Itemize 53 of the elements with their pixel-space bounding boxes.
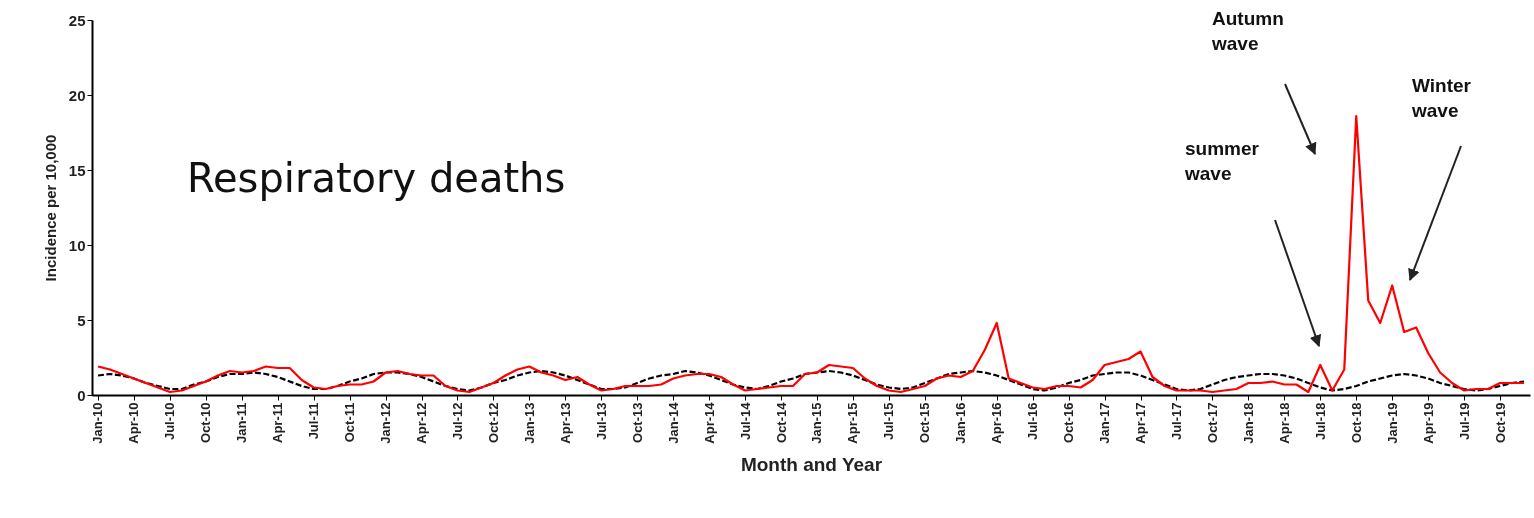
x-tick-label: Apr-10 xyxy=(126,402,142,444)
x-tick-label: Jan-19 xyxy=(1384,402,1400,444)
x-tick-label: Jan-10 xyxy=(90,402,106,444)
x-tick-label: Jul-13 xyxy=(593,402,609,441)
y-tick-label: 0 xyxy=(77,386,86,404)
x-tick-label: Apr-12 xyxy=(414,402,430,444)
x-tick-label: Jul-18 xyxy=(1312,402,1328,441)
y-tick-label: 25 xyxy=(68,11,86,29)
x-tick-label: Jul-11 xyxy=(306,402,322,440)
x-tick-label: Apr-16 xyxy=(989,402,1005,444)
x-tick-label: Apr-13 xyxy=(557,402,573,444)
annotation: summer wave xyxy=(1184,138,1260,184)
x-tick-label: Jan-11 xyxy=(234,402,250,443)
x-tick-label: Oct-15 xyxy=(917,402,933,443)
x-axis-title: Month and Year xyxy=(740,453,883,475)
x-tick-label: Oct-17 xyxy=(1204,402,1220,443)
x-tick-label: Jul-19 xyxy=(1456,402,1472,441)
x-tick-label: Jul-16 xyxy=(1025,402,1041,441)
x-tick-label: Jan-15 xyxy=(809,402,825,444)
x-tick-label: Apr-17 xyxy=(1133,402,1149,444)
x-tick-label: Jan-16 xyxy=(953,402,969,444)
x-tick-label: Oct-14 xyxy=(773,401,789,443)
x-tick-label: Oct-10 xyxy=(198,402,214,443)
x-tick-label: Jul-17 xyxy=(1168,402,1184,441)
x-tick-label: Oct-12 xyxy=(485,402,501,443)
x-tick-label: Jan-13 xyxy=(521,402,537,444)
x-tick-label: Jan-18 xyxy=(1240,402,1256,444)
x-tick-label: Jan-17 xyxy=(1097,402,1113,444)
y-tick-label: 15 xyxy=(68,161,86,179)
annotation: Autumn wave xyxy=(1211,8,1284,54)
y-axis-title: Incidence per 10,000 xyxy=(41,134,59,282)
y-tick-label: 20 xyxy=(68,86,86,104)
x-tick-label: Oct-18 xyxy=(1348,402,1364,443)
x-tick-label: Jul-15 xyxy=(881,402,897,441)
x-tick-label: Jul-10 xyxy=(162,402,178,441)
x-tick-label: Jul-12 xyxy=(449,402,465,441)
x-tick-label: Jan-14 xyxy=(665,401,681,444)
y-tick-label: 10 xyxy=(68,236,86,254)
x-tick-label: Oct-19 xyxy=(1492,402,1508,443)
y-tick-label: 5 xyxy=(77,311,86,329)
x-tick-label: Jul-14 xyxy=(737,401,753,441)
line-series xyxy=(96,369,1526,392)
x-tick-label: Oct-16 xyxy=(1061,402,1077,443)
x-tick-label: Apr-18 xyxy=(1276,402,1292,444)
annotation: Winter wave xyxy=(1411,75,1472,121)
x-tick-label: Apr-11 xyxy=(270,402,286,443)
x-tick-label: Apr-15 xyxy=(845,402,861,444)
x-tick-label: Oct-13 xyxy=(629,402,645,443)
annotation: Respiratory deaths xyxy=(187,155,566,201)
x-tick-label: Apr-14 xyxy=(701,401,717,444)
x-tick-label: Oct-11 xyxy=(342,402,358,443)
x-tick-label: Apr-19 xyxy=(1420,402,1436,444)
x-tick-label: Jan-12 xyxy=(378,402,394,444)
